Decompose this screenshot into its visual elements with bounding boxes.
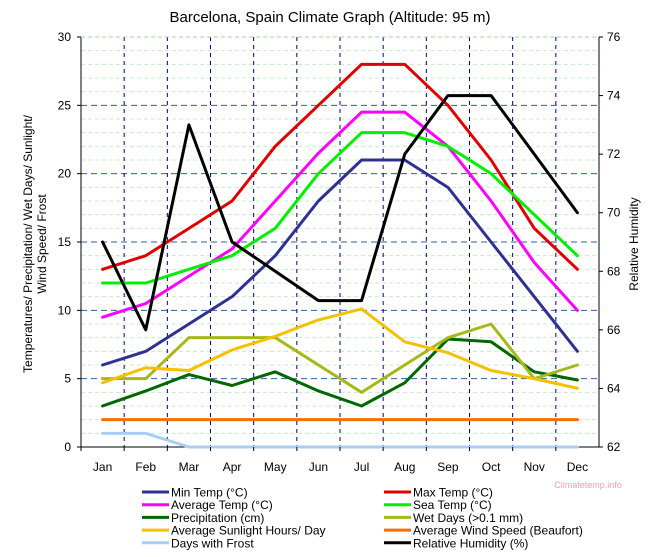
y-tick-label-right: 70 [607,206,621,220]
y-tick-label-left: 10 [58,303,72,317]
y-tick-label-right: 74 [607,89,621,103]
x-tick-label: Jul [354,460,369,474]
x-tick-label: Aug [394,460,415,474]
legend-label: Precipitation (cm) [171,511,264,525]
series-line-min-temp-c [101,158,579,367]
legend-label: Sea Temp (°C) [413,498,492,512]
x-tick-label: Nov [524,460,545,474]
y-tick-label-left: 30 [58,30,72,44]
series-layer [101,62,579,449]
x-tick-label: Dec [567,460,588,474]
y-tick-label-right: 72 [607,147,621,161]
y-tick-label-left: 5 [64,372,71,386]
legend-label: Average Temp (°C) [171,498,273,512]
y-tick-label-right: 68 [607,264,621,278]
series-line-wet-days-0-1-mm [101,322,579,394]
legend: Min Temp (°C) Max Temp (°C) Average Temp (… [142,486,583,550]
legend-label: Average Sunlight Hours/ Day [171,524,326,538]
x-tick-label: Apr [223,460,242,474]
x-tick-label: May [264,460,287,474]
legend-label: Relative Humidity (%) [413,536,528,550]
y-tick-label-right: 76 [607,30,621,44]
y-tick-label-right: 62 [607,440,621,454]
y-axis-label-left-line2: Wind Speed/ Frost [35,194,49,294]
legend-label: Average Wind Speed (Beaufort) [413,524,583,538]
legend-label: Wet Days (>0.1 mm) [413,511,523,525]
x-tick-label: Sep [437,460,459,474]
y-axis-label-left-line1: Temperatures/ Precipitation/ Wet Days/ S… [21,114,35,373]
series-line-max-temp-c [101,62,579,271]
y-tick-label-left: 20 [58,167,72,181]
y-tick-label-left: 25 [58,98,72,112]
legend-label: Max Temp (°C) [413,486,493,500]
ticks-layer: 0 5 10 15 20 25 30 62 64 66 68 70 72 74 76 Jan Feb Mar Apr… [58,30,621,474]
series-line-average-sunlight-hours-day [101,307,579,390]
y-tick-label-right: 64 [607,381,621,395]
x-tick-label: Oct [482,460,501,474]
y-tick-label-right: 66 [607,323,621,337]
watermark: Climatetemp.info [554,480,622,490]
y-axis-label-right: Relative Humidity [627,197,641,290]
y-tick-label-left: 15 [58,235,72,249]
series-line-relative-humidity [101,94,579,332]
x-tick-label: Jan [93,460,112,474]
x-tick-label: Feb [135,460,156,474]
series-line-sea-temp-c [101,131,579,285]
series-line-average-temp-c [101,110,579,319]
legend-label: Min Temp (°C) [171,486,248,500]
chart-title: Barcelona, Spain Climate Graph (Altitude… [170,9,491,26]
x-tick-label: Jun [309,460,328,474]
y-tick-label-left: 0 [64,440,71,454]
series-line-precipitation-cm [101,337,579,408]
x-tick-label: Mar [179,460,200,474]
legend-label: Days with Frost [171,536,254,550]
